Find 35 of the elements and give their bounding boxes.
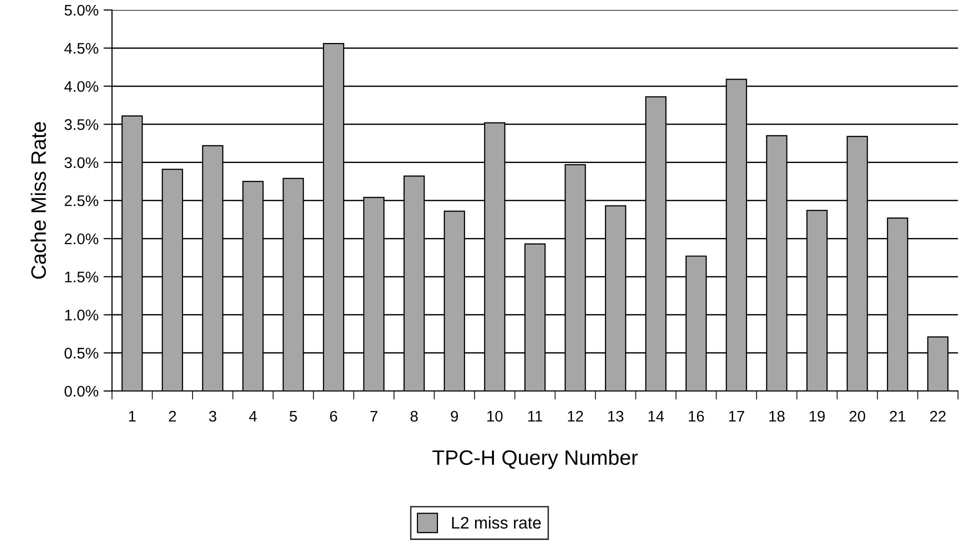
x-tick-label: 18 [769, 410, 785, 422]
y-tick-label: 5.0% [64, 4, 98, 16]
y-tick-label: 3.0% [64, 157, 98, 168]
x-tick-label: 5 [290, 411, 297, 422]
x-tick-label: 13 [608, 410, 624, 422]
x-tick-label: 14 [648, 411, 664, 422]
x-tick-label: 21 [890, 410, 906, 422]
y-tick-label: 1.5% [65, 272, 98, 282]
y-tick-label: 2.5% [64, 195, 98, 206]
x-tick-label: 17 [729, 411, 744, 422]
x-tick-label: 11 [528, 411, 542, 422]
x-tick-label: 9 [450, 410, 458, 422]
x-tick-label: 20 [850, 410, 866, 422]
y-axis-title: Cache Miss Rate [30, 122, 46, 279]
x-tick-label: 2 [168, 410, 176, 422]
y-tick-label: 0.0% [64, 386, 98, 397]
y-tick-label: 4.0% [64, 81, 98, 92]
x-tick-label: 3 [209, 410, 216, 422]
x-tick-label: 4 [249, 411, 257, 422]
x-tick-label: 6 [330, 410, 338, 422]
x-tick-label: 16 [688, 410, 704, 422]
x-tick-label: 7 [370, 411, 378, 422]
x-tick-label: 19 [810, 410, 825, 422]
y-tick-label: 4.5% [64, 43, 98, 54]
x-tick-label: 1 [129, 411, 136, 422]
y-tick-label: 3.5% [64, 119, 98, 130]
y-tick-label: 0.5% [64, 348, 98, 359]
x-tick-label: 22 [930, 410, 946, 422]
x-tick-label: 10 [487, 410, 503, 422]
y-tick-label: 2.0% [64, 233, 98, 244]
x-axis-title: TPC-H Query Number [432, 450, 638, 470]
legend-label: L2 miss rate [452, 516, 541, 529]
x-tick-label: 8 [410, 410, 418, 422]
y-tick-label: 1.0% [65, 310, 98, 320]
x-tick-label: 12 [568, 410, 584, 422]
